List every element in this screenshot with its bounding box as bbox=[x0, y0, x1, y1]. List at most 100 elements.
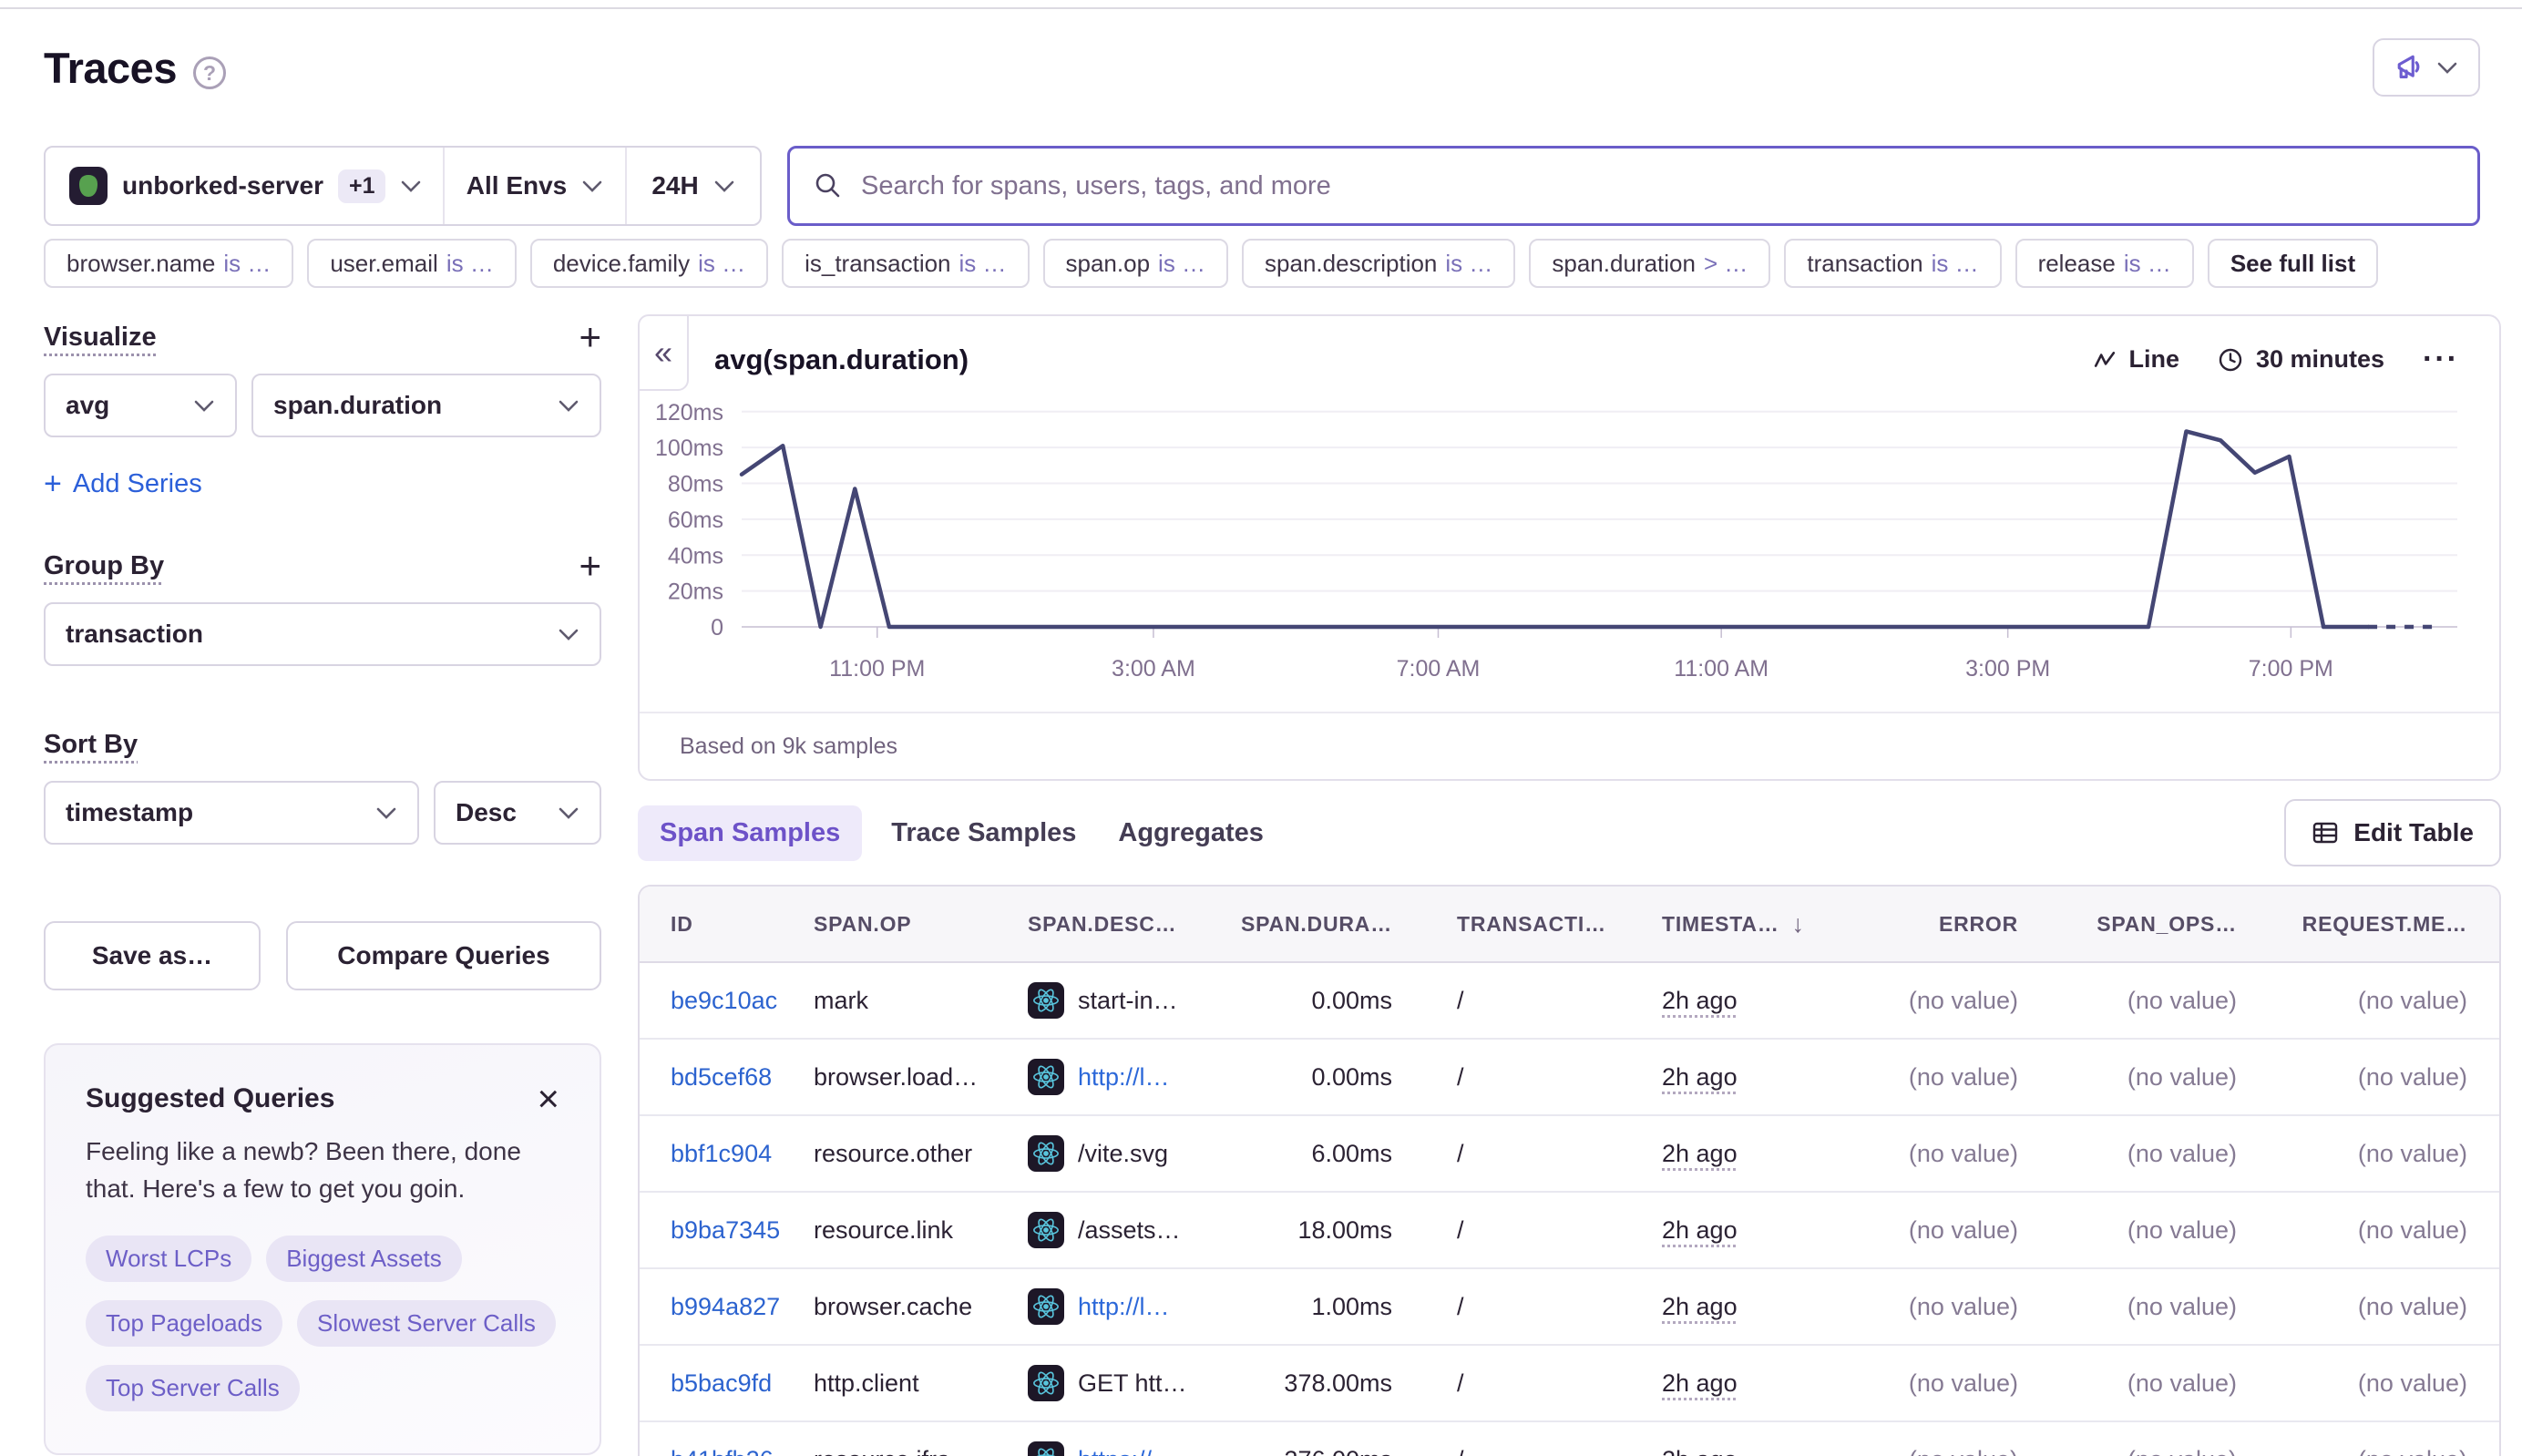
clock-icon bbox=[2218, 347, 2243, 373]
save-as-button[interactable]: Save as… bbox=[44, 921, 261, 990]
help-icon[interactable]: ? bbox=[192, 56, 226, 89]
add-visualize-button[interactable]: + bbox=[579, 315, 601, 358]
column-header-transaction[interactable]: TRANSACTI… bbox=[1457, 911, 1606, 936]
search-bar[interactable] bbox=[787, 146, 2480, 226]
chevron-down-icon bbox=[400, 179, 422, 193]
table-icon bbox=[2312, 819, 2339, 846]
chart-title: avg(span.duration) bbox=[714, 343, 969, 375]
column-header-span-desc[interactable]: SPAN.DESC… bbox=[1028, 911, 1177, 936]
column-header-error[interactable]: ERROR bbox=[1938, 911, 2018, 936]
span-id-link[interactable]: b5bac9fd bbox=[671, 1369, 773, 1397]
filter-chip[interactable]: release is … bbox=[2015, 239, 2194, 288]
megaphone-icon bbox=[2394, 52, 2425, 83]
tab-trace-samples[interactable]: Trace Samples bbox=[891, 817, 1077, 847]
span-id-link[interactable]: be9c10ac bbox=[671, 986, 778, 1014]
span-description-link[interactable]: http://l… bbox=[1078, 1062, 1170, 1091]
column-header-timestamp[interactable]: TIMESTA… ↓ bbox=[1662, 909, 1805, 938]
filter-chip[interactable]: span.duration > … bbox=[1529, 239, 1771, 288]
suggested-query-pill[interactable]: Biggest Assets bbox=[266, 1235, 462, 1282]
span-id-link[interactable]: b41bfb26 bbox=[640, 1446, 814, 1456]
metric-select[interactable]: span.duration bbox=[251, 374, 601, 437]
column-header-span-op[interactable]: SPAN.OP bbox=[814, 911, 912, 936]
span-id-link[interactable]: bbf1c904 bbox=[671, 1139, 773, 1167]
add-series-button[interactable]: + Add Series bbox=[44, 467, 202, 501]
svg-text:120ms: 120ms bbox=[655, 400, 723, 426]
sort-by-heading: Sort By bbox=[44, 729, 138, 759]
span-description-link[interactable]: https://… bbox=[1078, 1446, 1176, 1456]
collapse-sidebar-button[interactable]: « bbox=[638, 314, 689, 391]
suggested-query-pill[interactable]: Slowest Server Calls bbox=[297, 1299, 556, 1347]
project-avatar bbox=[69, 167, 108, 205]
svg-text:0: 0 bbox=[711, 615, 723, 641]
chart-type-selector[interactable]: Line bbox=[2094, 345, 2179, 374]
span-id-link[interactable]: b9ba7345 bbox=[671, 1215, 781, 1244]
react-project-icon bbox=[1028, 1365, 1064, 1401]
span-description: GET htt… bbox=[1078, 1369, 1187, 1397]
tab-aggregates[interactable]: Aggregates bbox=[1118, 817, 1264, 847]
svg-text:40ms: 40ms bbox=[668, 543, 723, 569]
sort-direction-select[interactable]: Desc bbox=[434, 781, 601, 845]
filter-chip[interactable]: span.description is … bbox=[1242, 239, 1516, 288]
add-group-by-button[interactable]: + bbox=[579, 544, 601, 587]
timestamp-value: 2h ago bbox=[1662, 1062, 1738, 1091]
column-header-request-method[interactable]: REQUEST.ME… bbox=[2302, 911, 2467, 936]
span-id-link[interactable]: bd5cef68 bbox=[671, 1062, 773, 1091]
chart-interval-selector[interactable]: 30 minutes bbox=[2218, 345, 2384, 374]
chevron-down-icon bbox=[375, 806, 397, 820]
filter-chip[interactable]: user.email is … bbox=[307, 239, 517, 288]
filter-row: unborked-server +1 All Envs 24H bbox=[44, 146, 2480, 226]
suggested-query-pill[interactable]: Top Server Calls bbox=[86, 1364, 300, 1411]
timestamp-value: 2h ago bbox=[1662, 1215, 1738, 1244]
aggregate-select[interactable]: avg bbox=[44, 374, 237, 437]
see-full-list-button[interactable]: See full list bbox=[2207, 239, 2379, 288]
filter-chip[interactable]: device.family is … bbox=[529, 239, 769, 288]
filter-chip[interactable]: span.op is … bbox=[1042, 239, 1229, 288]
tab-span-samples[interactable]: Span Samples bbox=[638, 805, 863, 861]
span-description-link[interactable]: http://l… bbox=[1078, 1292, 1170, 1320]
filter-chip[interactable]: transaction is … bbox=[1784, 239, 2002, 288]
page-title: Traces bbox=[44, 43, 177, 92]
filter-chip[interactable]: is_transaction is … bbox=[782, 239, 1030, 288]
environment-selector[interactable]: All Envs bbox=[443, 148, 625, 224]
visualize-heading: Visualize bbox=[44, 322, 157, 352]
column-header-id[interactable]: ID bbox=[671, 911, 693, 936]
sort-field-select[interactable]: timestamp bbox=[44, 781, 419, 845]
suggested-query-pill[interactable]: Top Pageloads bbox=[86, 1299, 283, 1347]
span-id-link[interactable]: b994a827 bbox=[671, 1292, 781, 1320]
chart-more-options-button[interactable]: ··· bbox=[2423, 342, 2459, 376]
span-description: /assets… bbox=[1078, 1215, 1181, 1244]
project-name: unborked-server bbox=[122, 171, 323, 200]
table-header-row: ID SPAN.OP SPAN.DESC… SPAN.DURA… TRANSAC… bbox=[640, 887, 2499, 963]
compare-queries-button[interactable]: Compare Queries bbox=[286, 921, 601, 990]
edit-table-button[interactable]: Edit Table bbox=[2284, 799, 2501, 866]
time-range-selector[interactable]: 24H bbox=[625, 148, 760, 224]
group-by-select[interactable]: transaction bbox=[44, 602, 601, 666]
top-bar: Traces ? bbox=[44, 35, 2480, 100]
feedback-button[interactable] bbox=[2373, 38, 2480, 97]
search-input[interactable] bbox=[861, 170, 2454, 201]
svg-text:80ms: 80ms bbox=[668, 472, 723, 497]
column-header-span-duration[interactable]: SPAN.DURA… bbox=[1240, 911, 1392, 936]
table-row: b994a827 browser.cache http://l… 1.00ms … bbox=[640, 1269, 2499, 1346]
chevron-down-icon bbox=[581, 179, 603, 193]
page-filter-bar: unborked-server +1 All Envs 24H bbox=[44, 146, 762, 226]
timestamp-value: 2h ago bbox=[1662, 1292, 1738, 1320]
react-project-icon bbox=[1028, 1059, 1064, 1095]
table-row: bbf1c904 resource.other /vite.svg 6.00ms… bbox=[640, 1116, 2499, 1193]
chevron-down-icon bbox=[713, 179, 735, 193]
svg-text:100ms: 100ms bbox=[655, 436, 723, 461]
project-selector[interactable]: unborked-server +1 bbox=[46, 148, 443, 224]
close-icon[interactable]: × bbox=[537, 1077, 559, 1120]
project-extra-badge: +1 bbox=[337, 169, 386, 203]
plus-icon: + bbox=[44, 467, 62, 501]
filter-chips-row: browser.name is … user.email is … device.f… bbox=[44, 239, 2480, 288]
filter-chip[interactable]: browser.name is … bbox=[44, 239, 294, 288]
column-header-span-ops[interactable]: SPAN_OPS… bbox=[2097, 911, 2237, 936]
results-panel: « avg(span.duration) Line 30 minutes ···… bbox=[638, 314, 2501, 1456]
svg-text:11:00 PM: 11:00 PM bbox=[829, 656, 925, 682]
suggested-query-pill[interactable]: Worst LCPs bbox=[86, 1235, 252, 1282]
timestamp-value: 2h ago bbox=[1662, 1139, 1738, 1167]
spans-chart: 0 20ms 40ms 60ms 80ms 100ms 120ms 11:00 PM 3:00 … bbox=[655, 400, 2457, 682]
suggested-queries-body: Feeling like a newb? Been there, done th… bbox=[86, 1137, 521, 1204]
